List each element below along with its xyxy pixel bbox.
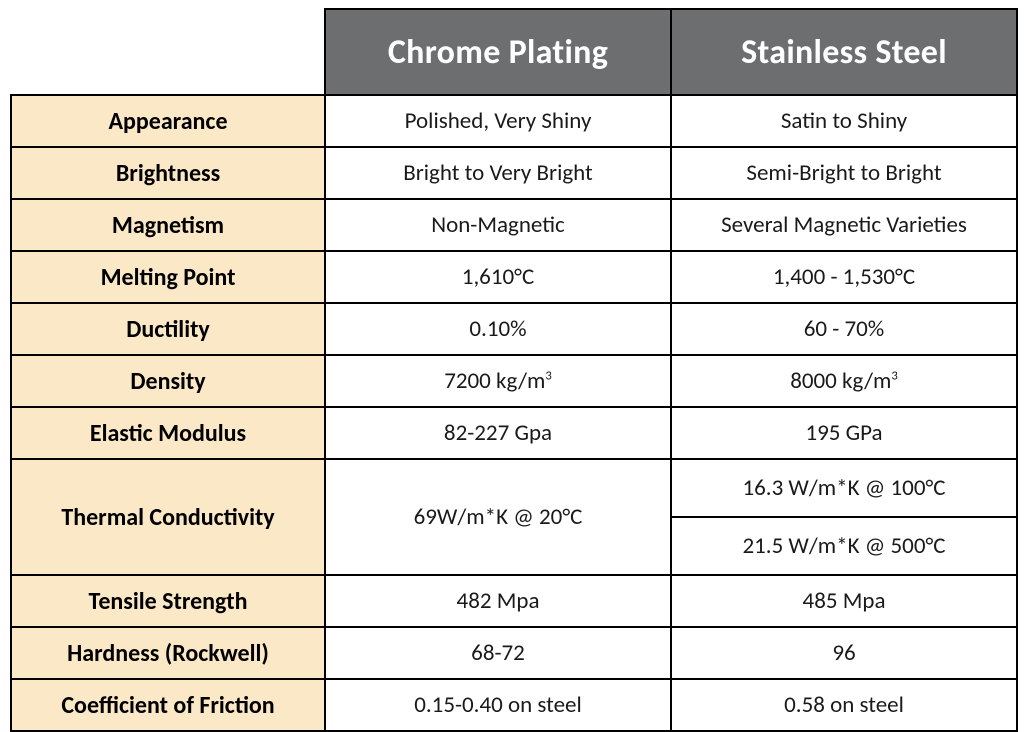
cell-thermal-stainless-2: 21.5 W/m*K @ 500°C (671, 517, 1017, 575)
table-row: Coefficient of Friction 0.15-0.40 on ste… (11, 679, 1017, 731)
row-label-elastic-modulus: Elastic Modulus (11, 407, 325, 459)
row-label-brightness: Brightness (11, 147, 325, 199)
unit-super: 3 (891, 368, 897, 383)
cell-friction-chrome: 0.15-0.40 on steel (325, 679, 671, 731)
table-row: Brightness Bright to Very Bright Semi-Br… (11, 147, 1017, 199)
table-row: Tensile Strength 482 Mpa 485 Mpa (11, 575, 1017, 627)
table-header-row: Chrome Plating Stainless Steel (11, 9, 1017, 95)
row-label-melting-point: Melting Point (11, 251, 325, 303)
cell-hardness-chrome: 68-72 (325, 627, 671, 679)
cell-ductility-stainless: 60 - 70% (671, 303, 1017, 355)
column-header-chrome: Chrome Plating (325, 9, 671, 95)
row-label-thermal-conductivity: Thermal Conductivity (11, 459, 325, 575)
cell-magnetism-stainless: Several Magnetic Varieties (671, 199, 1017, 251)
cell-density-stainless: 8000 kg/m3 (671, 355, 1017, 407)
row-label-tensile-strength: Tensile Strength (11, 575, 325, 627)
unit-super: 3 (545, 368, 551, 383)
cell-density-stainless-value: 8000 kg/m (790, 367, 891, 395)
cell-elastic-stainless: 195 GPa (671, 407, 1017, 459)
row-label-coefficient-friction: Coefficient of Friction (11, 679, 325, 731)
header-corner-empty (11, 9, 325, 95)
row-label-density: Density (11, 355, 325, 407)
cell-appearance-stainless: Satin to Shiny (671, 95, 1017, 147)
comparison-table: Chrome Plating Stainless Steel Appearanc… (10, 8, 1018, 732)
table-row: Thermal Conductivity 69W/m*K @ 20°C 16.3… (11, 459, 1017, 517)
table-row: Magnetism Non-Magnetic Several Magnetic … (11, 199, 1017, 251)
cell-melting-chrome: 1,610°C (325, 251, 671, 303)
cell-appearance-chrome: Polished, Very Shiny (325, 95, 671, 147)
table-row: Elastic Modulus 82-227 Gpa 195 GPa (11, 407, 1017, 459)
table-row: Ductility 0.10% 60 - 70% (11, 303, 1017, 355)
cell-friction-stainless: 0.58 on steel (671, 679, 1017, 731)
cell-density-chrome-value: 7200 kg/m (444, 367, 545, 395)
row-label-ductility: Ductility (11, 303, 325, 355)
cell-ductility-chrome: 0.10% (325, 303, 671, 355)
row-label-magnetism: Magnetism (11, 199, 325, 251)
table-row: Melting Point 1,610°C 1,400 - 1,530°C (11, 251, 1017, 303)
table-row: Appearance Polished, Very Shiny Satin to… (11, 95, 1017, 147)
column-header-stainless: Stainless Steel (671, 9, 1017, 95)
cell-brightness-stainless: Semi-Bright to Bright (671, 147, 1017, 199)
cell-tensile-chrome: 482 Mpa (325, 575, 671, 627)
cell-magnetism-chrome: Non-Magnetic (325, 199, 671, 251)
table-row: Density 7200 kg/m3 8000 kg/m3 (11, 355, 1017, 407)
cell-density-chrome: 7200 kg/m3 (325, 355, 671, 407)
row-label-appearance: Appearance (11, 95, 325, 147)
cell-tensile-stainless: 485 Mpa (671, 575, 1017, 627)
row-label-hardness-rockwell: Hardness (Rockwell) (11, 627, 325, 679)
cell-hardness-stainless: 96 (671, 627, 1017, 679)
cell-thermal-chrome: 69W/m*K @ 20°C (325, 459, 671, 575)
table-row: Hardness (Rockwell) 68-72 96 (11, 627, 1017, 679)
cell-melting-stainless: 1,400 - 1,530°C (671, 251, 1017, 303)
cell-thermal-stainless-1: 16.3 W/m*K @ 100°C (671, 459, 1017, 517)
cell-brightness-chrome: Bright to Very Bright (325, 147, 671, 199)
cell-elastic-chrome: 82-227 Gpa (325, 407, 671, 459)
